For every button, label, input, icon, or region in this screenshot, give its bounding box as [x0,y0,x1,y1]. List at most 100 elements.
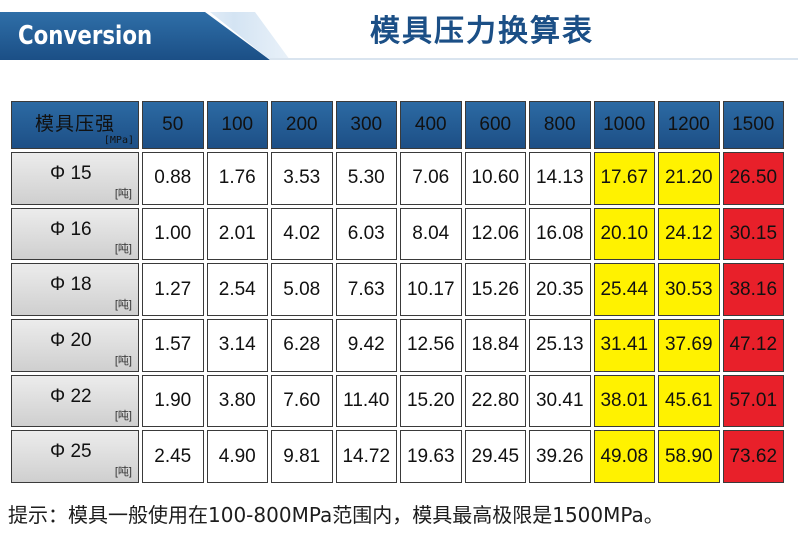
table-cell: 10.60 [464,152,526,205]
table-cell: 45.61 [658,374,720,428]
table-cell: 7.63 [335,263,397,316]
table-cell: 31.41 [593,318,655,372]
table-cell: 3.53 [271,152,333,205]
table-cell: 30.53 [658,263,720,316]
table-cell: 22.80 [464,374,526,428]
table-cell: 4.02 [271,207,333,261]
row-label: Φ 15 [50,163,92,184]
row-header: Φ 25 [吨] [11,430,139,483]
row-label: Φ 25 [50,441,92,463]
column-header: 800 [529,101,591,149]
table-cell: 1.90 [142,374,204,428]
table-cell: 37.69 [658,318,720,372]
column-header: 200 [271,101,333,149]
table-cell: 14.13 [529,152,591,205]
column-header: 400 [400,101,462,149]
table-cell: 20.10 [593,207,655,261]
table-cell: 47.12 [722,318,784,372]
table-cell: 58.90 [658,430,720,483]
column-header: 1000 [593,101,655,149]
table-cell: 26.50 [722,152,784,205]
row-unit: [吨] [114,298,132,311]
table-cell: 38.16 [722,263,784,316]
table-cell: 30.41 [529,374,591,428]
table-cell: 7.60 [271,374,333,428]
row-unit: [吨] [114,243,132,256]
column-header: 1200 [658,101,720,149]
table-row: Φ 22 [吨] 1.90 3.80 7.60 11.40 15.20 22.80 30.41 3… [11,374,784,428]
row-header: Φ 18 [吨] [11,263,139,316]
table-cell: 30.15 [722,207,784,261]
table-cell: 3.80 [206,374,268,428]
table-cell: 1.57 [142,318,204,372]
table-cell: 15.20 [400,374,462,428]
conversion-table: 模具压强 [MPa] 50 100 200 300 400 600 800 10… [8,98,787,486]
table-cell: 25.44 [593,263,655,316]
table-cell: 38.01 [593,374,655,428]
row-header: Φ 22 [吨] [11,374,139,428]
table-cell: 19.63 [400,430,462,483]
table-cell: 39.26 [529,430,591,483]
table-cell: 24.12 [658,207,720,261]
table-cell: 1.76 [206,152,268,205]
table-cell: 17.67 [593,152,655,205]
row-unit: [吨] [114,187,132,200]
table-cell: 25.13 [529,318,591,372]
row-label: Φ 16 [50,218,92,240]
row-label: Φ 20 [50,329,92,351]
table-cell: 9.81 [271,430,333,483]
table-cell: 2.01 [206,207,268,261]
table-cell: 3.14 [206,318,268,372]
table-cell: 7.06 [400,152,462,205]
table-cell: 29.45 [464,430,526,483]
table-row: Φ 16 [吨] 1.00 2.01 4.02 6.03 8.04 12.06 16.08 20.… [11,207,784,261]
row-unit: [吨] [114,354,132,367]
corner-label: 模具压强 [34,113,115,135]
table-cell: 5.30 [335,152,397,205]
table-row: Φ 18 [吨] 1.27 2.54 5.08 7.63 10.17 15.26 20.35 25… [11,263,784,316]
footer-note: 提示：模具一般使用在100-800MPa范围内，模具最高极限是1500MPa。 [8,503,664,527]
table-cell: 10.17 [400,263,462,316]
table-cell: 8.04 [400,207,462,261]
table-cell: 5.08 [271,263,333,316]
table-cell: 2.45 [142,430,204,483]
column-header: 100 [206,101,268,149]
header-divider [270,58,798,60]
row-label: Φ 22 [50,385,92,407]
table-cell: 20.35 [529,263,591,316]
table-cell: 21.20 [658,152,720,205]
table-cell: 57.01 [722,374,784,428]
column-header: 1500 [722,101,784,149]
row-header: Φ 15 [吨] [11,152,139,205]
row-header: Φ 16 [吨] [11,207,139,261]
row-header: Φ 20 [吨] [11,318,139,372]
table-cell: 16.08 [529,207,591,261]
table-cell: 49.08 [593,430,655,483]
table-cell: 1.27 [142,263,204,316]
table-row: Φ 25 [吨] 2.45 4.90 9.81 14.72 19.63 29.45 39.26 4… [11,430,784,483]
table-cell: 4.90 [206,430,268,483]
page-title: 模具压力换算表 [370,14,594,49]
corner-unit: [MPa] [103,135,134,146]
conversion-table-container: 模具压强 [MPa] 50 100 200 300 400 600 800 10… [8,98,787,486]
page-header: Conversion 模具压力换算表 [0,0,798,64]
table-cell: 0.88 [142,152,204,205]
table-header-row: 模具压强 [MPa] 50 100 200 300 400 600 800 10… [11,101,784,149]
header-tab-label: Conversion [18,21,153,51]
row-unit: [吨] [114,466,132,478]
table-cell: 11.40 [335,374,397,428]
table-cell: 73.62 [722,430,784,483]
column-header: 600 [464,101,526,149]
table-cell: 15.26 [464,263,526,316]
table-cell: 18.84 [464,318,526,372]
table-cell: 2.54 [206,263,268,316]
corner-header: 模具压强 [MPa] [11,101,139,149]
column-header: 50 [142,101,204,149]
table-row: Φ 15 [吨] 0.88 1.76 3.53 5.30 7.06 10.60 14.13 17.… [11,152,784,205]
table-row: Φ 20 [吨] 1.57 3.14 6.28 9.42 12.56 18.84 25.13 31… [11,318,784,372]
table-cell: 14.72 [335,430,397,483]
table-cell: 12.06 [464,207,526,261]
table-cell: 1.00 [142,207,204,261]
table-cell: 9.42 [335,318,397,372]
row-label: Φ 18 [50,274,92,296]
